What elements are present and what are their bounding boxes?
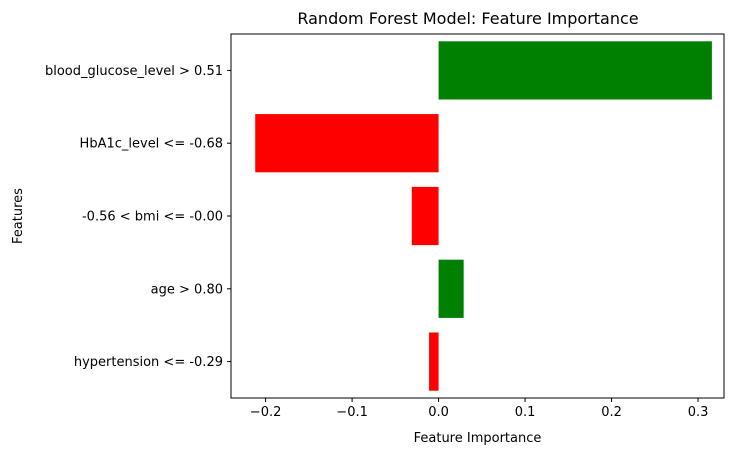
x-tick-label: 0.0 (428, 405, 449, 420)
bar-0 (438, 41, 712, 100)
bar-3 (438, 259, 464, 318)
bar-1 (255, 114, 439, 173)
x-tick-label: −0.1 (336, 405, 368, 420)
y-axis-ticks: blood_glucose_level > 0.51 HbA1c_level <=… (45, 64, 231, 370)
bar-2 (411, 186, 439, 246)
x-tick-label: 0.1 (515, 405, 536, 420)
bar-4 (429, 332, 439, 391)
y-tick-label: HbA1c_level <= -0.68 (80, 137, 223, 152)
x-tick-label: −0.2 (250, 405, 282, 420)
plot-frame (230, 33, 725, 399)
bars-group (255, 41, 712, 391)
x-axis-label: Feature Importance (414, 431, 542, 446)
chart-title: Random Forest Model: Feature Importance (297, 9, 638, 28)
y-axis-label: Features (11, 188, 26, 244)
y-tick-label: -0.56 < bmi <= -0.00 (82, 210, 223, 225)
x-tick-label: 0.3 (688, 405, 709, 420)
x-tick-label: 0.2 (601, 405, 622, 420)
y-tick-label: blood_glucose_level > 0.51 (45, 64, 223, 79)
y-tick-label: hypertension <= -0.29 (74, 355, 223, 370)
x-axis-ticks: −0.2 −0.1 0.0 0.1 0.2 0.3 (250, 398, 709, 420)
y-tick-label: age > 0.80 (151, 282, 223, 297)
